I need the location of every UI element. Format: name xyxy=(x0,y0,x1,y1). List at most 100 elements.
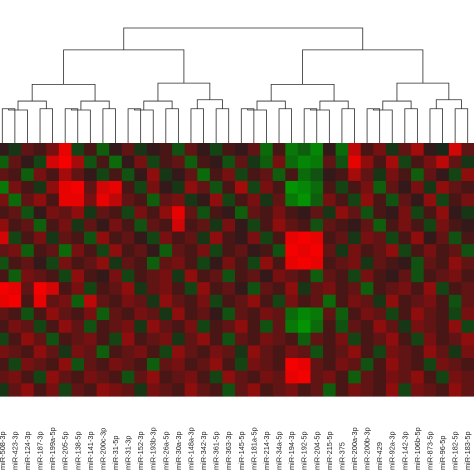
heatmap-cell xyxy=(260,206,274,220)
heatmap-cell xyxy=(310,383,324,397)
heatmap-cell xyxy=(21,231,35,245)
heatmap-cell xyxy=(184,282,198,296)
heatmap-cell xyxy=(260,155,274,169)
column-tick-label: miR-200c-3p xyxy=(98,428,107,470)
heatmap-cell xyxy=(411,269,425,283)
heatmap-cell xyxy=(348,294,362,309)
heatmap-cell xyxy=(46,294,60,309)
heatmap-cell xyxy=(448,345,463,359)
column-tick-label: miR-205-5p xyxy=(61,431,70,470)
dendrogram-branch xyxy=(382,100,412,111)
heatmap-cell xyxy=(310,218,324,233)
heatmap-cell xyxy=(58,244,73,258)
heatmap-cell xyxy=(260,320,274,334)
column-tick-label: miR-187-3p xyxy=(36,431,45,470)
heatmap-cell xyxy=(184,143,198,157)
heatmap-cell xyxy=(323,358,337,372)
column-tick-label: miR-148a-3p xyxy=(186,427,195,470)
dendrogram-branch xyxy=(102,108,116,143)
heatmap-cell xyxy=(0,206,10,220)
heatmap-cell xyxy=(348,307,362,321)
heatmap-cell xyxy=(197,269,211,283)
heatmap-cell xyxy=(71,168,85,182)
heatmap-cell xyxy=(335,383,349,397)
heatmap-cell xyxy=(121,269,135,283)
heatmap-cell xyxy=(436,231,450,245)
heatmap-cell xyxy=(285,294,299,309)
heatmap-cell xyxy=(159,332,173,346)
dendrogram-branch xyxy=(435,99,462,109)
heatmap-cell xyxy=(373,155,387,169)
heatmap-cell xyxy=(285,370,299,384)
heatmap-cell xyxy=(134,320,148,334)
dendrogram-branch xyxy=(215,108,230,143)
heatmap-cell xyxy=(297,143,312,157)
heatmap-cell xyxy=(71,307,85,321)
heatmap-cell xyxy=(84,294,98,309)
heatmap-cell xyxy=(423,180,437,195)
heatmap-cell xyxy=(84,345,98,359)
heatmap-cell xyxy=(348,269,362,283)
heatmap-cell xyxy=(247,244,261,258)
heatmap-cell xyxy=(398,332,412,346)
heatmap-cell xyxy=(159,282,173,296)
heatmap-cell xyxy=(109,244,123,258)
heatmap-cell xyxy=(159,383,173,397)
heatmap-cell xyxy=(172,193,186,207)
heatmap-cell xyxy=(134,218,148,233)
heatmap-cell xyxy=(159,155,173,169)
heatmap-cell xyxy=(385,256,400,271)
dendrogram-branch xyxy=(17,100,47,111)
heatmap-cell xyxy=(109,256,123,271)
heatmap-cell xyxy=(197,345,211,359)
heatmap-cell xyxy=(247,370,261,384)
heatmap-cell xyxy=(84,143,98,157)
heatmap-cell xyxy=(436,244,450,258)
heatmap-cell xyxy=(222,256,236,271)
heatmap-cell xyxy=(373,231,387,245)
heatmap-cell xyxy=(46,244,60,258)
heatmap-cell xyxy=(21,294,35,309)
heatmap-cell xyxy=(260,282,274,296)
column-tick-label: miR-429 xyxy=(375,442,384,470)
heatmap-cell xyxy=(323,180,337,195)
heatmap-cell xyxy=(172,370,186,384)
dendrogram-branch xyxy=(8,108,28,143)
heatmap-cell xyxy=(411,358,425,372)
heatmap-cell xyxy=(109,231,123,245)
heatmap-cell xyxy=(310,345,324,359)
heatmap-cell xyxy=(58,269,73,283)
heatmap-cell xyxy=(398,345,412,359)
column-tick-label: miR-141-3p xyxy=(86,431,95,470)
heatmap-cell xyxy=(285,320,299,334)
heatmap-cell xyxy=(46,155,60,169)
heatmap-cell xyxy=(33,244,47,258)
heatmap-cell xyxy=(360,332,374,346)
heatmap-cell xyxy=(335,143,349,157)
heatmap-cell xyxy=(235,193,249,207)
dendrogram-branch xyxy=(341,108,355,143)
heatmap-cell xyxy=(84,155,98,169)
heatmap-cell xyxy=(448,307,463,321)
heatmap-cell xyxy=(184,307,198,321)
column-tick-label: miR-194-3p xyxy=(287,431,296,470)
dendrogram-branch xyxy=(133,108,154,143)
heatmap-cell xyxy=(46,206,60,220)
heatmap-cell xyxy=(8,143,22,157)
heatmap-cell xyxy=(184,206,198,220)
heatmap-cell xyxy=(373,218,387,233)
heatmap-cell xyxy=(323,269,337,283)
heatmap-cell xyxy=(134,294,148,309)
heatmap-cell xyxy=(71,282,85,296)
heatmap-cell xyxy=(448,332,463,346)
heatmap-cell xyxy=(8,282,22,296)
heatmap-cell xyxy=(8,168,22,182)
heatmap-cell xyxy=(247,168,261,182)
heatmap-cell xyxy=(96,143,110,157)
heatmap-cell xyxy=(8,180,22,195)
heatmap-cell xyxy=(146,231,161,245)
heatmap-cell xyxy=(385,231,400,245)
heatmap-cell xyxy=(272,294,286,309)
heatmap-cell xyxy=(58,180,73,195)
heatmap-cell xyxy=(411,256,425,271)
